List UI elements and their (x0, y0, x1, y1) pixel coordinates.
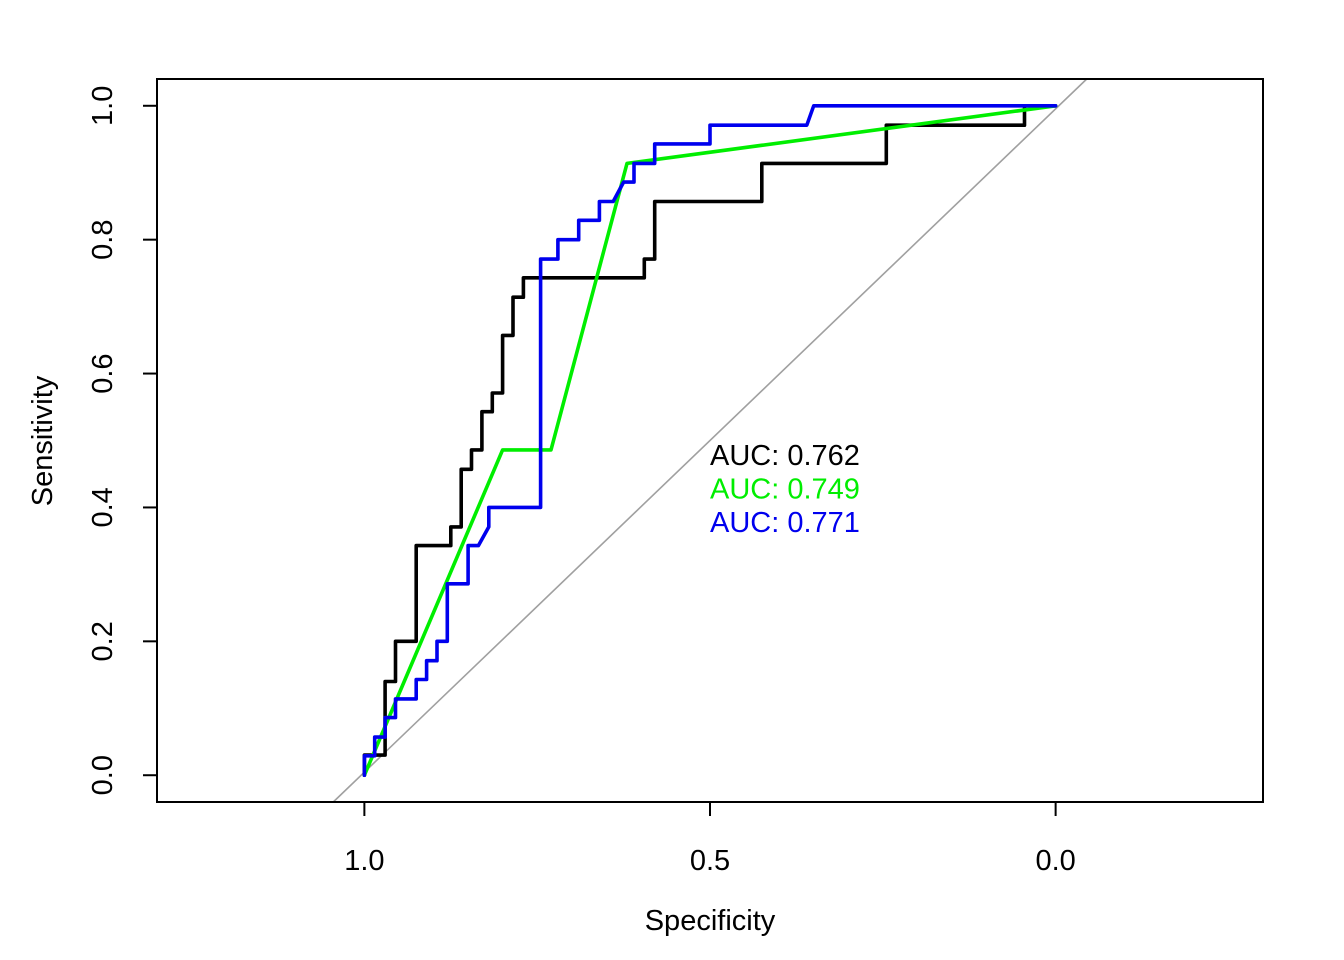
x-tick-label: 0.0 (1035, 845, 1075, 877)
x-tick-label: 1.0 (344, 845, 384, 877)
x-tick-label: 0.5 (690, 845, 730, 877)
auc-label-2: AUC: 0.749 (710, 474, 860, 506)
reference-diagonal-layer (332, 78, 1088, 803)
y-axis-title: Sensitivity (27, 375, 59, 506)
y-tick-label: 0.8 (87, 220, 119, 260)
x-axis: 1.0 0.5 0.0 (344, 801, 1076, 877)
auc-label-3: AUC: 0.771 (710, 507, 860, 539)
roc-curves-layer (362, 104, 1058, 778)
x-axis-title: Specificity (645, 905, 776, 937)
reference-diagonal-line (332, 78, 1088, 803)
y-tick-label: 0.0 (87, 755, 119, 795)
y-tick-label: 1.0 (87, 86, 119, 126)
y-tick-label: 0.4 (87, 487, 119, 527)
y-tick-label: 0.2 (87, 621, 119, 661)
roc-curve-2 (362, 104, 1058, 778)
y-tick-label: 0.6 (87, 353, 119, 393)
y-axis: 0.0 0.2 0.4 0.6 0.8 1.0 (87, 86, 158, 795)
auc-label-1: AUC: 0.762 (710, 440, 860, 472)
roc-curve-1 (362, 104, 1058, 778)
roc-curve-3 (362, 104, 1058, 778)
